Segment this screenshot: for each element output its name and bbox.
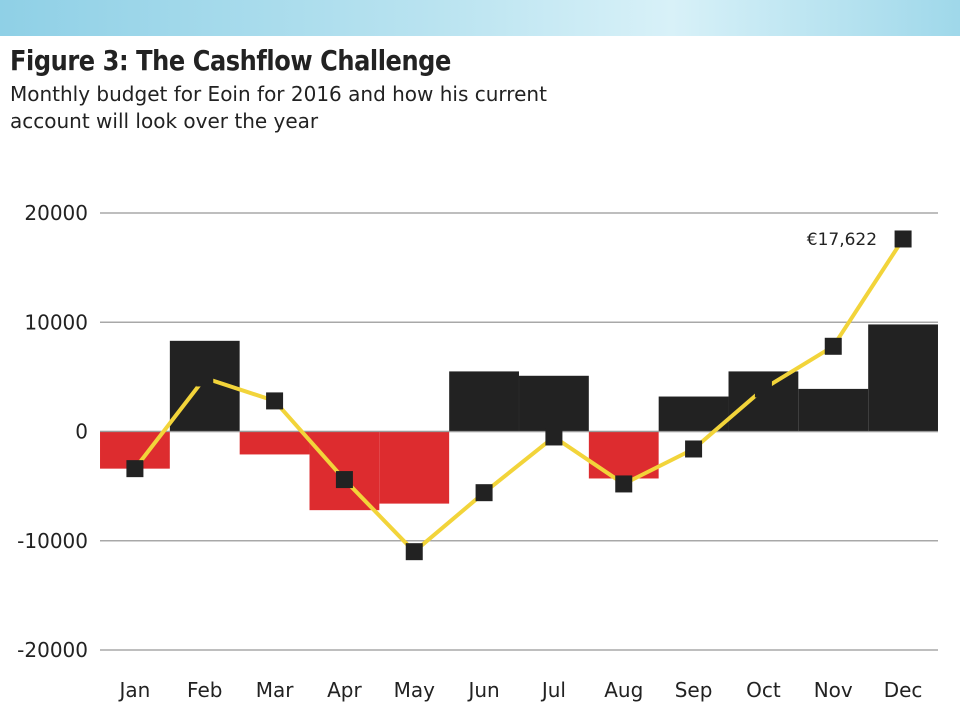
line-marker [126,460,144,478]
line-marker [545,428,563,446]
y-tick-label: 10000 [24,310,88,334]
chart-title: Figure 3: The Cashflow Challenge [10,44,451,77]
line-marker [685,440,703,458]
line-marker [475,484,493,502]
line-marker [335,471,353,489]
chart-subtitle: Monthly budget for Eoin for 2016 and how… [10,82,547,133]
bar [309,431,380,511]
x-tick-label: Sep [675,678,713,702]
line-marker [894,230,912,248]
line-marker [405,543,423,561]
y-tick-label: -10000 [17,529,88,553]
x-tick-label: Apr [327,678,362,702]
bar [798,388,869,432]
x-tick-label: Jun [466,678,499,702]
top-banner [0,0,960,36]
x-tick-label: Jan [117,678,150,702]
y-tick-label: 20000 [24,201,88,225]
x-tick-label: Aug [604,678,643,702]
line-marker [196,369,214,387]
line-marker [266,392,284,410]
title-block: Figure 3: The Cashflow Challenge Monthly… [10,44,710,135]
x-tick-label: Jul [540,678,566,702]
y-tick-label: 0 [75,420,88,444]
value-annotation: €17,622 [807,230,877,250]
bar [868,324,938,432]
x-tick-label: Mar [256,678,295,702]
x-tick-label: Feb [187,678,222,702]
x-tick-label: Oct [746,678,781,702]
x-tick-label: May [394,678,436,702]
line-marker [615,475,633,493]
bar [239,431,310,455]
line-marker [754,380,772,398]
y-tick-label: -20000 [17,638,88,662]
x-tick-label: Dec [884,678,923,702]
bar [449,371,519,432]
x-tick-label: Nov [814,678,853,702]
bar [519,375,589,432]
bar [379,431,450,504]
bar [658,396,729,432]
line-marker [824,337,842,355]
balance-line [132,236,906,554]
